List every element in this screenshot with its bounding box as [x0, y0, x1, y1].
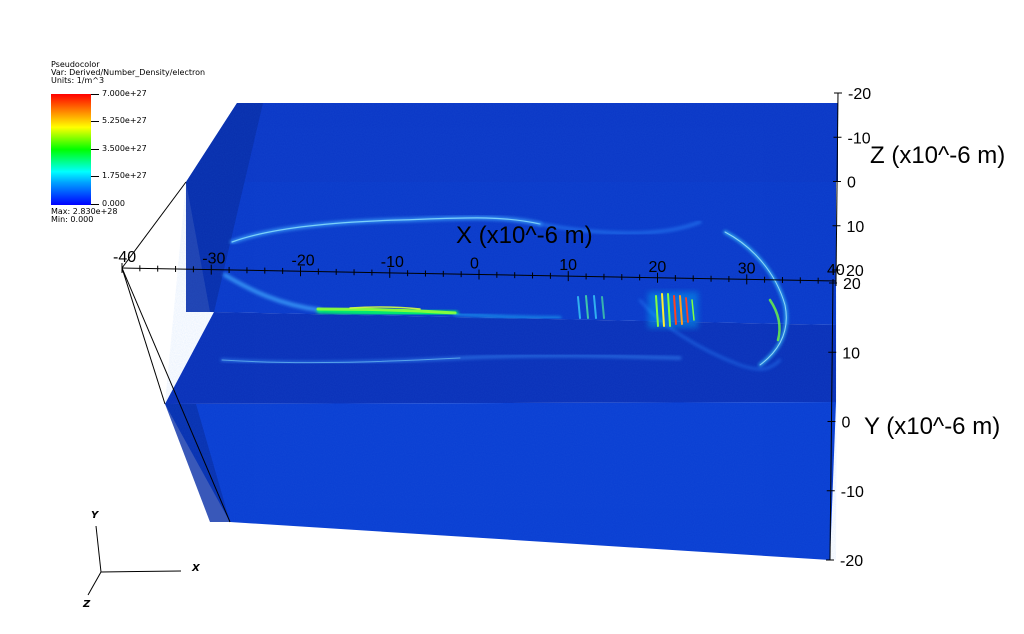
y-axis-tick-label: 10 — [842, 345, 860, 362]
colorbar-tick — [91, 204, 99, 205]
z-axis-tick-labels: -20 -10 0 10 20 — [846, 86, 871, 280]
z-axis-line — [835, 92, 839, 282]
colorbar-tick-label: 7.000e+27 — [102, 89, 147, 98]
y-axis-line — [829, 278, 834, 561]
z-axis-tick-label: 0 — [847, 175, 856, 192]
triad-x-label: X — [192, 563, 200, 574]
legend-plot-type: Pseudocolor — [51, 60, 100, 69]
y-axis-ticks — [826, 282, 837, 561]
z-axis-tick-label: -10 — [848, 130, 871, 147]
legend-max: Max: 2.830e+28 — [51, 207, 118, 216]
z-axis-title: Z (x10^-6 m) — [870, 142, 1005, 169]
x-axis-tick-label: -10 — [381, 254, 404, 271]
colorbar-tick-label: 3.500e+27 — [102, 144, 147, 153]
y-axis-title: Y (x10^-6 m) — [864, 413, 1000, 440]
z-axis-tick-label: 10 — [847, 219, 865, 236]
triad-y-label: Y — [91, 510, 99, 521]
legend-units: Units: 1/m^3 — [51, 76, 105, 85]
z-axis-ticks — [832, 92, 842, 271]
x-axis-tick-label: 0 — [470, 256, 479, 273]
x-axis-tick-labels: -40-30-20-10010203040 — [113, 249, 845, 279]
volume-slices — [165, 103, 838, 560]
x-axis-tick-label: -40 — [113, 249, 136, 266]
legend-min: Min: 0.000 — [51, 215, 94, 224]
colorbar-tick-label: 1.750e+27 — [102, 171, 147, 180]
electron-bunch — [648, 292, 698, 328]
orientation-triad — [87, 525, 182, 596]
x-axis-minor-ticks — [121, 263, 837, 286]
x-axis-tick-label: -20 — [292, 252, 315, 269]
y-axis-tick-labels: 20 10 0 -10 -20 — [840, 276, 864, 570]
wake-structure — [220, 215, 788, 371]
colorbar-tick — [91, 149, 99, 150]
y-axis-tick-label: 0 — [842, 415, 851, 432]
colorbar-tick-label: 0.000 — [102, 199, 125, 208]
x-axis-tick-label: 20 — [649, 259, 667, 276]
x-axis-tick-label: -30 — [202, 251, 225, 268]
injection-streaks — [577, 295, 605, 319]
y-axis: 20 10 0 -10 -20 Y (x10^-6 m) — [826, 276, 1000, 570]
x-axis-tick-label: 10 — [559, 257, 577, 274]
y-axis-tick-label: -10 — [841, 484, 864, 501]
legend-variable: Var: Derived/Number_Density/electron — [51, 68, 206, 77]
x-axis: -40-30-20-10010203040 X (x10^-6 m) — [113, 222, 845, 286]
z-axis: -20 -10 0 10 20 Z (x10^-6 m) — [832, 86, 1005, 282]
colorbar — [51, 94, 91, 205]
color-legend: Pseudocolor Var: Derived/Number_Density/… — [51, 61, 205, 85]
y-axis-tick-label: 20 — [843, 276, 861, 293]
x-axis-title: X (x10^-6 m) — [456, 222, 593, 249]
triad-z-label: Z — [83, 599, 91, 610]
x-axis-tick-label: 30 — [738, 260, 756, 277]
z-axis-tick-label: 20 — [846, 263, 864, 280]
z-axis-tick-label: -20 — [848, 86, 871, 103]
bounding-box — [121, 181, 231, 523]
colorbar-tick — [91, 176, 99, 177]
colorbar-tick — [91, 94, 99, 95]
colorbar-tick-label: 5.250e+27 — [102, 116, 147, 125]
y-axis-tick-label: -20 — [840, 553, 863, 570]
colorbar-tick — [91, 121, 99, 122]
